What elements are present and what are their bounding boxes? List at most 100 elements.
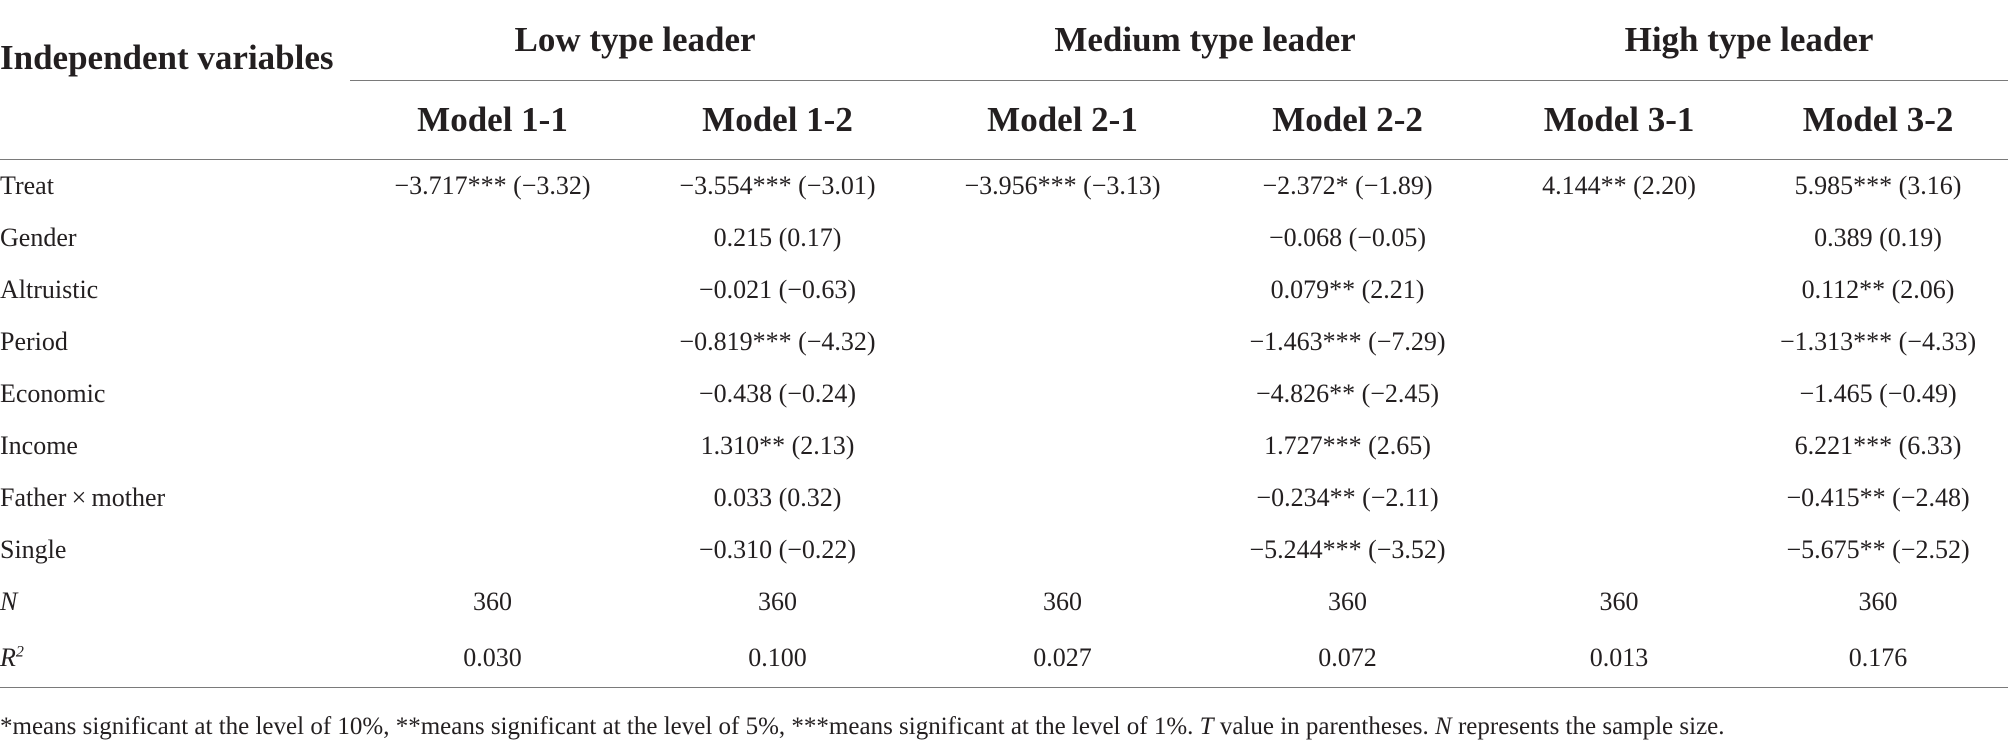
row-label: Treat (0, 171, 54, 200)
row-label: R2 (0, 628, 350, 688)
table-cell (1490, 524, 1748, 576)
table-row: R2 0.030 0.100 0.027 0.072 0.013 0.176 (0, 628, 2008, 688)
table-cell: −1.465 (−0.49) (1799, 379, 1957, 408)
table-cell (350, 524, 635, 576)
table-cell: −0.438 (−0.24) (698, 379, 857, 408)
table-cell: 5.985*** (3.16) (1794, 171, 1962, 200)
table-cell: −0.415** (−2.48) (1786, 483, 1970, 512)
row-label: Economic (0, 379, 106, 408)
table-cell (1490, 420, 1748, 472)
group-header-row: Independent variables Low type leader Me… (0, 0, 2008, 160)
table-cell: 0.100 (635, 628, 921, 688)
table-cell: −5.675** (−2.52) (1786, 535, 1970, 564)
table-cell: 4.144** (2.20) (1542, 171, 1696, 200)
table-cell: 0.176 (1748, 628, 2008, 688)
table-cell: −1.463*** (−7.29) (1249, 327, 1446, 356)
table-cell (920, 524, 1205, 576)
table-cell: 0.030 (350, 628, 635, 688)
table-cell: −3.554*** (−3.01) (679, 171, 876, 200)
row-label: Period (0, 327, 68, 356)
table-cell: 0.112** (2.06) (1801, 275, 1955, 304)
table-cell (350, 212, 635, 264)
table-cell (350, 472, 635, 524)
model-header: Model 2-1 (920, 80, 1206, 160)
table-cell: −4.826** (−2.45) (1255, 379, 1440, 408)
table-cell (1490, 368, 1748, 420)
table-cell (920, 420, 1205, 472)
model-header: Model 2-2 (1205, 80, 1491, 160)
table-cell (350, 264, 635, 316)
table-cell: −1.313*** (−4.33) (1779, 327, 1977, 356)
table-cell: 0.013 (1490, 628, 1749, 688)
footnote-n-symbol: N (1435, 713, 1452, 740)
table-row: Period −0.819*** (−4.32) −1.463*** (−7.2… (0, 316, 2008, 368)
model-header: Model 1-1 (350, 80, 635, 160)
model-header: Model 1-2 (635, 80, 921, 160)
table-row: Gender 0.215 (0.17) −0.068 (−0.05) 0.389… (0, 212, 2008, 264)
row-label: N (0, 587, 18, 616)
table-cell (350, 420, 635, 472)
table-cell: −3.717*** (−3.32) (394, 171, 591, 200)
table-cell: −0.021 (−0.63) (698, 275, 857, 304)
row-label: Single (0, 535, 67, 564)
table-cell: 1.310** (2.13) (700, 431, 855, 460)
table-cell (1490, 316, 1748, 368)
table-cell (350, 368, 635, 420)
r-squared-superscript: 2 (15, 642, 24, 660)
table-row: Treat −3.717*** (−3.32) −3.554*** (−3.01… (0, 160, 2008, 213)
table-row: Altruistic −0.021 (−0.63) 0.079** (2.21)… (0, 264, 2008, 316)
table-cell (920, 368, 1205, 420)
table-cell: 0.389 (0.19) (1814, 223, 1942, 252)
table-cell: −0.234** (−2.11) (1256, 483, 1439, 512)
table-cell (1490, 264, 1748, 316)
table-row: Economic −0.438 (−0.24) −4.826** (−2.45)… (0, 368, 2008, 420)
table-cell: 0.079** (2.21) (1270, 275, 1425, 304)
group-header-low: Low type leader (350, 0, 921, 81)
table-cell: −3.956*** (−3.13) (964, 171, 1161, 200)
model-header: Model 3-1 (1490, 80, 1749, 160)
table-cell (920, 212, 1205, 264)
group-header-high: High type leader (1490, 0, 2008, 81)
table-cell (1490, 472, 1748, 524)
table-cell: 0.033 (0.32) (713, 483, 842, 512)
table-cell: 1.727*** (2.65) (1264, 431, 1431, 460)
row-label: Gender (0, 223, 77, 252)
footnote-t-symbol: T (1199, 713, 1214, 740)
table-cell: 360 (758, 587, 797, 616)
table-cell (1490, 212, 1748, 264)
footnote-text: *means significant at the level of 10%, … (0, 713, 1200, 740)
model-header-row: Model 1-1 Model 1-2 Model 2-1 Model 2-2 … (0, 80, 2008, 160)
table-cell (350, 316, 635, 368)
table-cell: 0.027 (920, 628, 1206, 688)
table-cell: 0.215 (0.17) (713, 223, 842, 252)
table-cell: −0.068 (−0.05) (1268, 223, 1427, 252)
table-cell: 360 (1328, 587, 1368, 616)
group-header-medium: Medium type leader (920, 0, 1491, 81)
model-header: Model 3-2 (1748, 80, 2008, 160)
table-cell: 360 (1599, 587, 1639, 616)
table-row: N 360 360 360 360 360 360 (0, 576, 2008, 628)
table-cell: −0.819*** (−4.32) (679, 327, 876, 356)
footnote-text: represents the sample size. (1451, 713, 1725, 740)
table-cell: 6.221*** (6.33) (1794, 431, 1962, 460)
table-cell: −2.372* (−1.89) (1262, 171, 1433, 200)
row-header-label: Independent variables (0, 0, 350, 160)
table-cell (920, 264, 1205, 316)
table-cell: 0.072 (1205, 628, 1491, 688)
r-squared-label: R (0, 642, 16, 672)
row-label: Father × mother (0, 483, 166, 512)
table-cell: 360 (473, 587, 512, 616)
table-cell: 360 (1858, 587, 1898, 616)
regression-table: Independent variables Low type leader Me… (0, 0, 2008, 688)
table-row: Single −0.310 (−0.22) −5.244*** (−3.52) … (0, 524, 2008, 576)
table-cell: −0.310 (−0.22) (698, 535, 857, 564)
table-cell (920, 316, 1205, 368)
footnote-text: value in parentheses. (1213, 713, 1436, 740)
table-row: Father × mother 0.033 (0.32) −0.234** (−… (0, 472, 2008, 524)
table-row: Income 1.310** (2.13) 1.727*** (2.65) 6.… (0, 420, 2008, 472)
row-label: Income (0, 431, 78, 460)
table-cell: −5.244*** (−3.52) (1249, 535, 1446, 564)
table-cell: 360 (1043, 587, 1083, 616)
table-cell (920, 472, 1205, 524)
